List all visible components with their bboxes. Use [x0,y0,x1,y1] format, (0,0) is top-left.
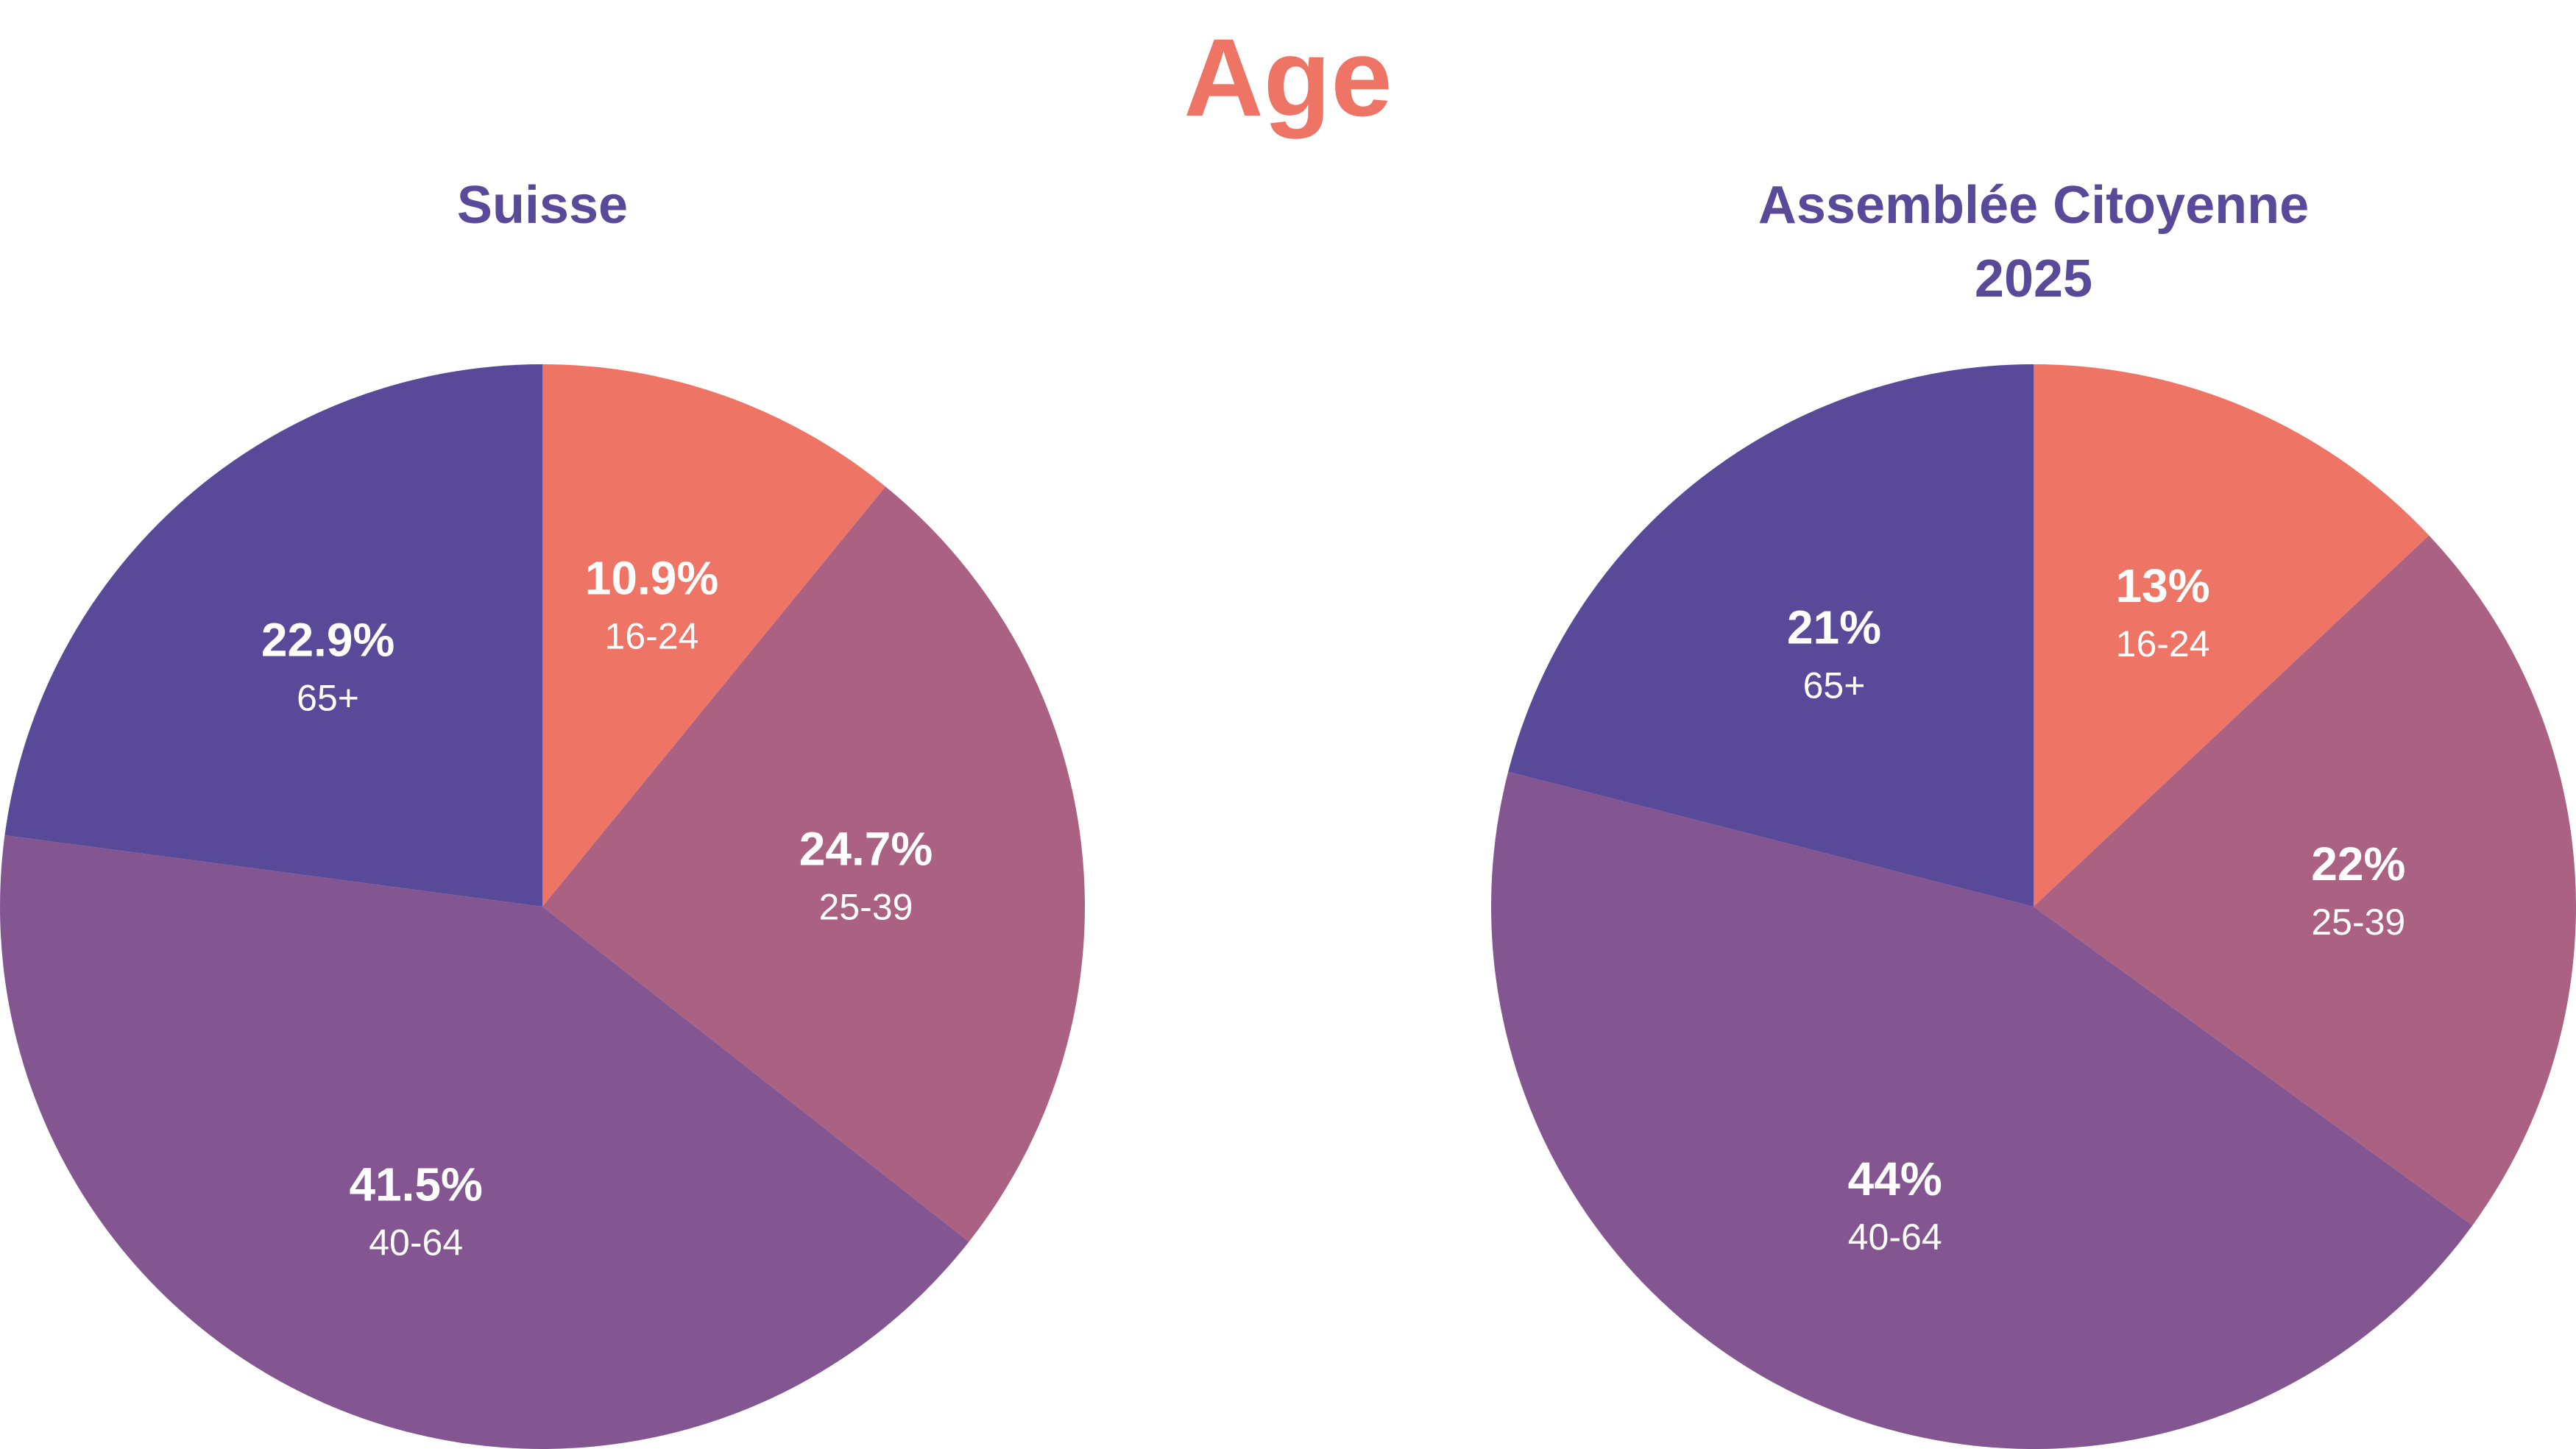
pie-slice-16-24 [542,364,886,907]
slice-category-label-16-24: 16-24 [2116,623,2210,665]
slice-category-label-40-64: 40-64 [1848,1216,1942,1258]
slice-category-label-65: 65+ [1803,665,1866,706]
slice-value-label-40-64: 44% [1848,1152,1942,1205]
pie-chart-suisse: 10.9% 16-24 24.7% 25-39 41.5% 40-64 22.9% 65+ [0,364,1085,1449]
pie-title-suisse: Suisse [456,176,629,235]
pie-slice-25-39 [542,486,1085,1242]
slice-value-label-65: 21% [1787,601,1881,654]
slice-value-label-16-24: 13% [2116,559,2210,612]
pie-slice-40-64 [1491,771,2473,1449]
pie-title-line-1: Assemblée Citoyenne [1758,176,2310,235]
slice-value-label-16-24: 10.9% [585,552,718,605]
slice-category-label-25-39: 25-39 [2311,901,2405,943]
pie-slice-25-39 [2034,535,2576,1226]
slice-value-label-40-64: 41.5% [349,1158,482,1211]
pie-chart-assemblee: 13% 16-24 22% 25-39 44% 40-64 21% 65+ [1491,364,2576,1449]
pie-slice-65 [4,364,543,907]
slice-value-label-25-39: 22% [2311,837,2405,890]
slice-value-label-65: 22.9% [261,613,394,666]
slice-category-label-16-24: 16-24 [605,616,699,657]
main-title: Age [1183,15,1393,139]
slice-category-label-25-39: 25-39 [819,887,913,928]
pie-slice-65 [1508,364,2034,907]
pie-title-line-2: 2025 [1974,249,2093,308]
slice-category-label-40-64: 40-64 [369,1222,463,1264]
pie-slice-40-64 [0,835,969,1449]
slice-category-label-65: 65+ [297,677,359,718]
slice-value-label-25-39: 24.7% [799,823,933,876]
pie-slice-16-24 [2034,364,2430,907]
pie-title-assemblee: Assemblée Citoyenne 2025 [1518,169,2549,316]
